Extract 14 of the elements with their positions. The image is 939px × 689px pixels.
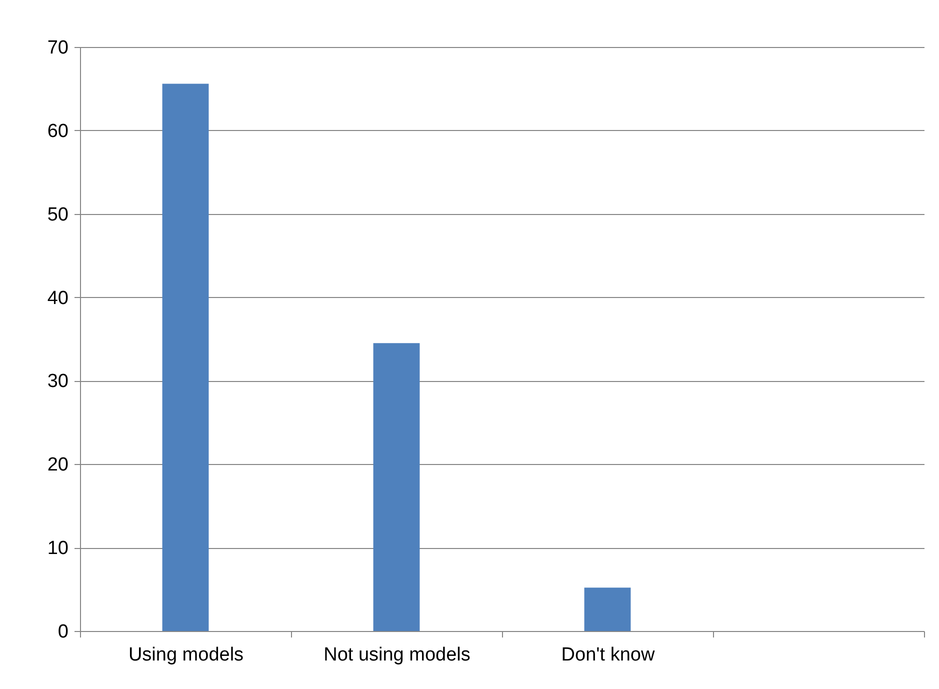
y-tick-label: 70 — [47, 38, 68, 58]
y-tick-label: 0 — [58, 622, 68, 642]
x-tick-label: Not using models — [324, 644, 470, 666]
y-tick-label: 50 — [47, 204, 68, 226]
x-tick-label: Don't know — [561, 644, 655, 666]
y-tick-label: 20 — [47, 454, 68, 476]
bar — [584, 588, 631, 631]
y-tick-label: 60 — [47, 120, 68, 142]
x-tick-label: Using models — [128, 644, 244, 666]
y-tick-label: 10 — [47, 538, 68, 560]
bar — [162, 84, 209, 631]
y-tick-label: 40 — [47, 288, 68, 309]
y-tick-label: 30 — [47, 371, 68, 392]
bar — [373, 343, 420, 631]
